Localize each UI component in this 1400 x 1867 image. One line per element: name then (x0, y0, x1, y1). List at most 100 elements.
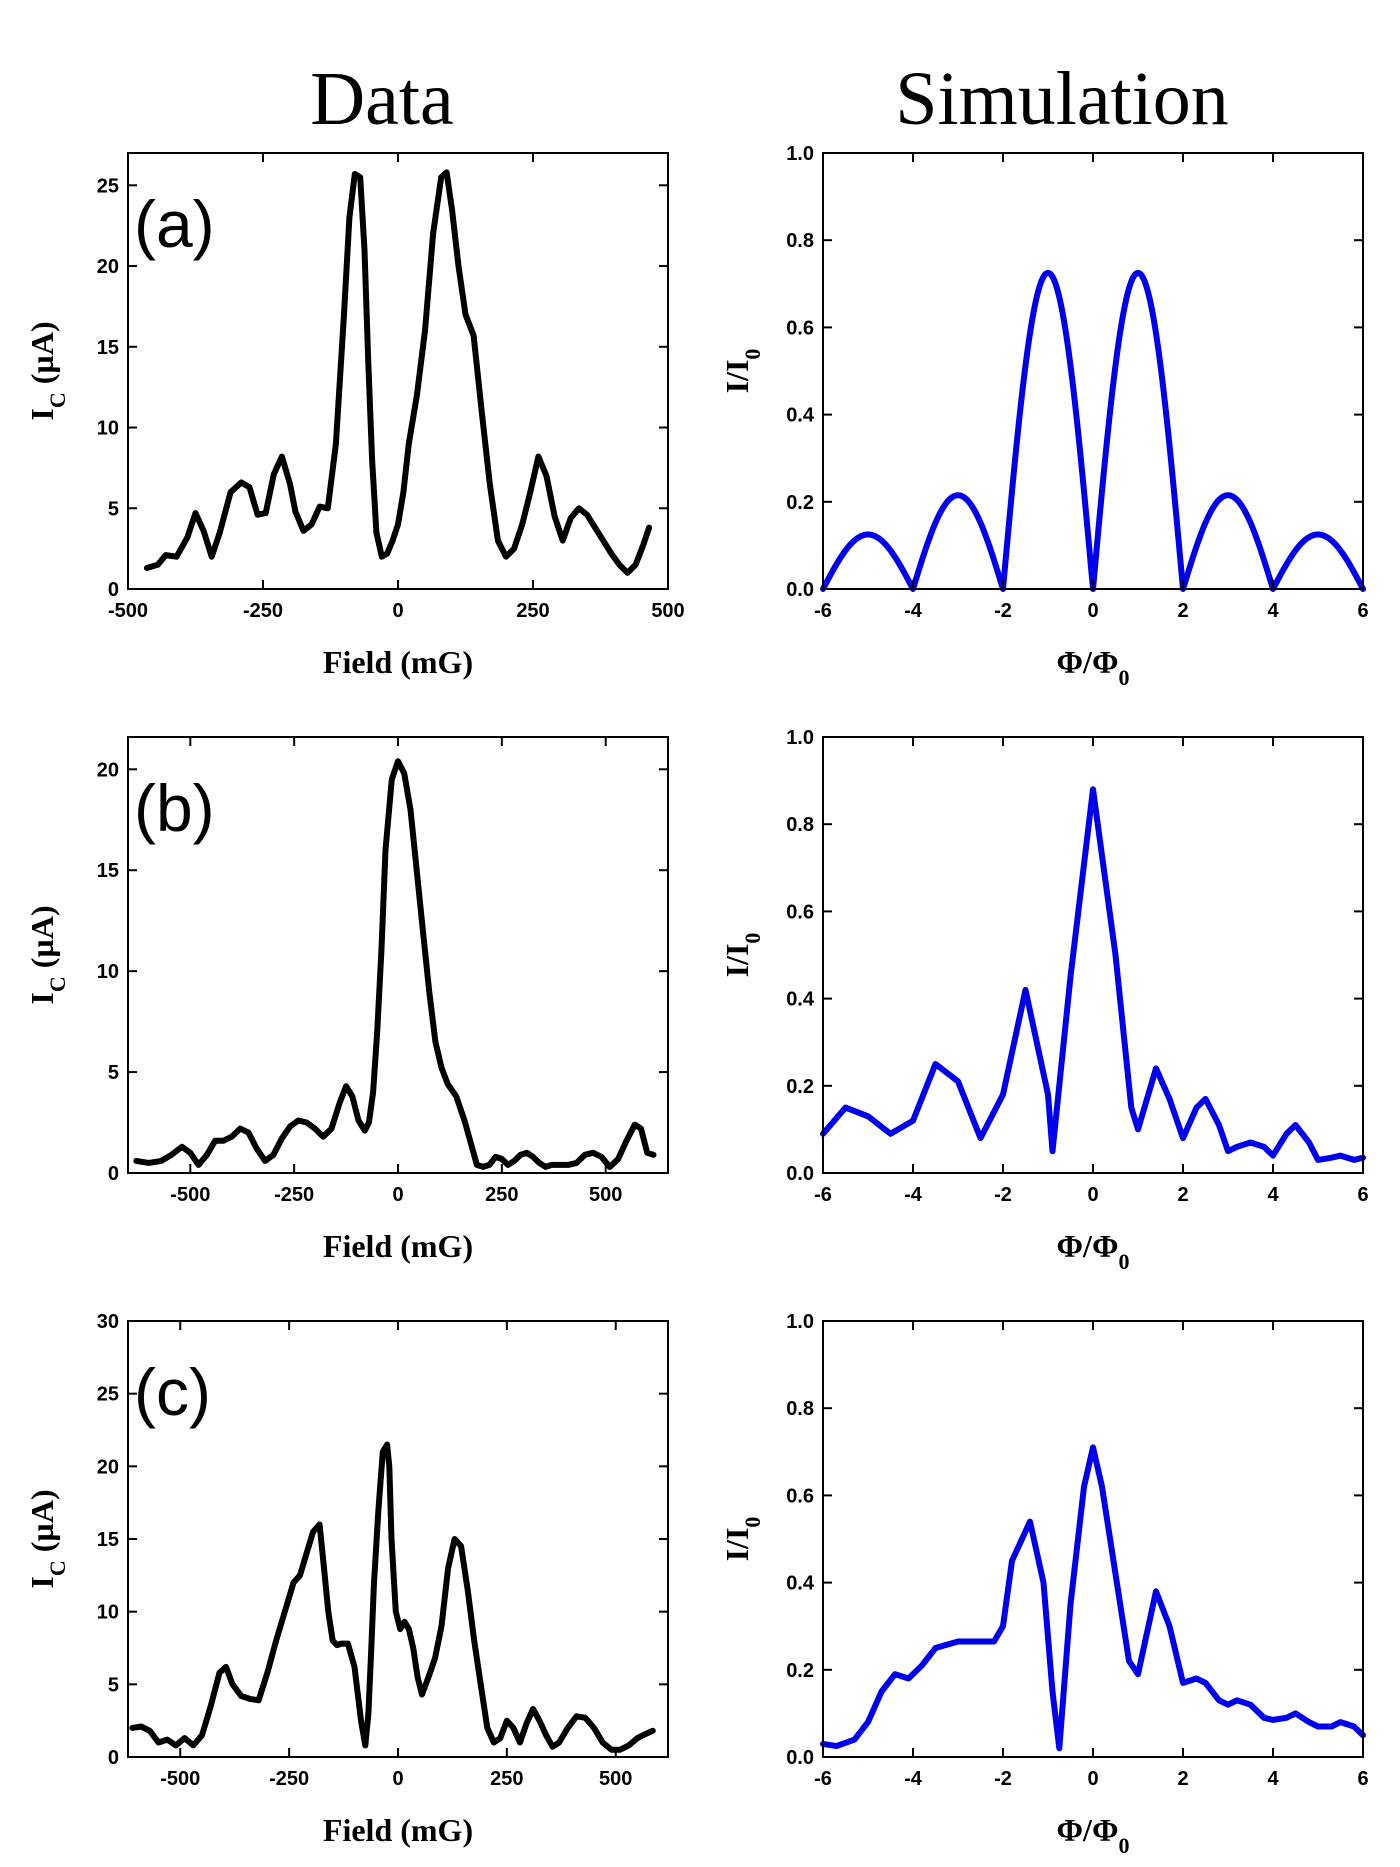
y-tick-label: 10 (97, 1602, 119, 1624)
chart-c-data: -500 -250 0 250 500 0 5 10 15 20 25 30 (c) Field (mG)… (24, 1311, 669, 1848)
y-tick-label: 30 (97, 1311, 119, 1333)
x-tick-label: 0 (392, 1184, 403, 1206)
y-tick-label: 0.6 (786, 317, 814, 339)
simulation-column-title: Simulation (895, 57, 1229, 141)
x-tick-label: -250 (243, 600, 283, 622)
series-line (820, 786, 1366, 1163)
y-axis-label: I/I0 (719, 933, 765, 978)
y-tick-label: 0 (108, 579, 119, 601)
x-tick-label: 2 (1177, 1184, 1188, 1206)
chart-b-data: -500 -250 0 250 500 0 5 10 15 20 (b) Field (mG) IC (… (24, 736, 669, 1264)
y-tick-label: 0.8 (786, 1398, 814, 1420)
x-tick-label: 250 (516, 600, 549, 622)
y-axis-label-main: I/I (719, 1528, 755, 1562)
y-axis-label-subscript: 0 (740, 933, 765, 944)
y-axis-label-subscript: 0 (740, 349, 765, 360)
y-axis-label-unit: (µA) (24, 1489, 60, 1560)
y-axis-label: IC (µA) (24, 1489, 70, 1588)
x-tick-label: -500 (160, 1768, 200, 1790)
y-tick-label: 0.4 (786, 405, 815, 427)
x-axis-label-subscript: 0 (1118, 665, 1129, 690)
y-axis-label-subscript: C (45, 976, 70, 992)
data-column-title: Data (310, 57, 453, 141)
x-tick-label: -500 (108, 600, 148, 622)
y-axis-label-main: I/I (719, 360, 755, 394)
y-tick-label: 0.2 (786, 492, 814, 514)
x-axis-label-subscript: 0 (1118, 1833, 1129, 1858)
x-tick-label: 2 (1177, 1768, 1188, 1790)
y-tick-label: 0.4 (786, 1573, 815, 1595)
x-tick-label: 6 (1357, 600, 1368, 622)
x-tick-label: 500 (599, 1768, 632, 1790)
x-tick-label: -6 (814, 1768, 832, 1790)
x-tick-label: 6 (1357, 1184, 1368, 1206)
y-axis-label-unit: (µA) (24, 321, 60, 392)
x-tick-label: -2 (994, 1184, 1012, 1206)
y-tick-label: 10 (97, 961, 119, 983)
panel-label: (a) (134, 187, 215, 261)
x-tick-label: -250 (269, 1768, 309, 1790)
x-axis-label-main: Φ/Φ (1057, 1228, 1119, 1264)
x-tick-label: 4 (1267, 1768, 1279, 1790)
x-axis-label: Φ/Φ0 (1057, 644, 1130, 690)
series-line (129, 1441, 656, 1753)
x-tick-label: -4 (904, 1184, 923, 1206)
y-tick-label: 1.0 (786, 1311, 814, 1333)
x-tick-label: 500 (651, 600, 684, 622)
chart-a-sim: -6 -4 -2 0 2 4 60.00.20.40.60.81.0Φ/Φ0I/I0 (719, 143, 1369, 690)
plot-frame (822, 1320, 1364, 1758)
y-axis-label: I/I0 (719, 349, 765, 394)
y-tick-label: 15 (97, 860, 119, 882)
y-axis-label: IC (µA) (24, 321, 70, 420)
y-tick-label: 0.4 (786, 989, 815, 1011)
y-tick-label: 0.0 (786, 1163, 814, 1185)
x-axis-label: Field (mG) (323, 1812, 473, 1848)
x-axis-label-main: Φ/Φ (1057, 1812, 1119, 1848)
y-tick-label: 0.2 (786, 1076, 814, 1098)
y-tick-label: 0 (108, 1747, 119, 1769)
y-axis-label-main: I (24, 1576, 60, 1588)
x-tick-label: 0 (1087, 600, 1098, 622)
y-tick-label: 0.0 (786, 579, 814, 601)
panel-label: (b) (134, 771, 215, 845)
y-tick-label: 5 (108, 1674, 119, 1696)
x-tick-label: -4 (904, 600, 923, 622)
x-tick-label: 2 (1177, 600, 1188, 622)
y-axis-label-subscript: 0 (740, 1517, 765, 1528)
x-tick-label: 0 (1087, 1184, 1098, 1206)
x-axis-label: Φ/Φ0 (1057, 1812, 1130, 1858)
y-tick-label: 1.0 (786, 727, 814, 749)
x-tick-label: 500 (589, 1184, 622, 1206)
y-tick-label: 0.0 (786, 1747, 814, 1769)
y-tick-label: 5 (108, 498, 119, 520)
x-tick-label: 0 (1087, 1768, 1098, 1790)
y-axis-label: I/I0 (719, 1517, 765, 1562)
y-axis-label-subscript: C (45, 1560, 70, 1576)
y-axis-label-main: I (24, 992, 60, 1004)
x-tick-label: 0 (392, 600, 403, 622)
x-tick-label: -4 (904, 1768, 923, 1790)
x-axis-label: Field (mG) (323, 1228, 473, 1264)
x-axis-label: Field (mG) (323, 644, 473, 680)
y-axis-label-main: I (24, 408, 60, 420)
x-axis-label-subscript: 0 (1118, 1249, 1129, 1274)
y-tick-label: 0.8 (786, 814, 814, 836)
y-axis-label-unit: (µA) (24, 905, 60, 976)
y-tick-label: 0.2 (786, 1660, 814, 1682)
y-tick-label: 5 (108, 1062, 119, 1084)
y-tick-label: 15 (97, 337, 119, 359)
chart-c-sim: -6 -4 -2 0 2 4 60.00.20.40.60.81.0Φ/Φ0I/I0 (719, 1311, 1369, 1858)
x-tick-label: 4 (1267, 600, 1279, 622)
series-line (820, 1444, 1366, 1752)
x-tick-label: -250 (274, 1184, 314, 1206)
y-tick-label: 25 (97, 1384, 119, 1406)
plot-frame (822, 152, 1364, 590)
y-tick-label: 1.0 (786, 143, 814, 165)
y-tick-label: 25 (97, 175, 119, 197)
panel-label: (c) (134, 1355, 211, 1429)
series-line (133, 758, 657, 1170)
chart-b-sim: -6 -4 -2 0 2 4 60.00.20.40.60.81.0Φ/Φ0I/I0 (719, 727, 1369, 1274)
x-tick-label: 0 (392, 1768, 403, 1790)
x-tick-label: 4 (1267, 1184, 1279, 1206)
